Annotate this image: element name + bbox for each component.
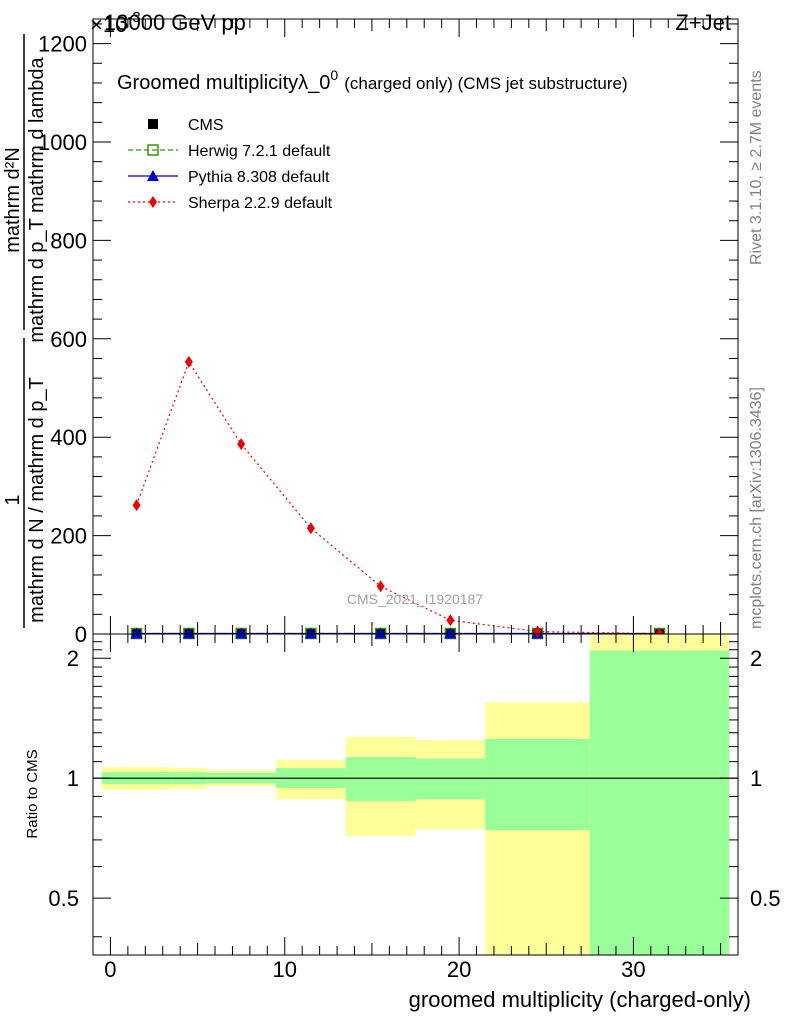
ratio-plot-area: [93, 634, 738, 955]
ylabel-prefix-den: mathrm d N / mathrm d p_T: [26, 377, 48, 623]
pythia-point: [130, 627, 143, 639]
ylabel-denominator: mathrm d p_T mathrm d lambda: [26, 56, 48, 342]
main-y-axis: 0 200 400 600 800 1000 1200: [38, 19, 738, 647]
y-tick-label: 1000: [38, 130, 87, 155]
x-tick-label: 10: [273, 957, 297, 982]
legend-marker-sherpa: [149, 196, 157, 208]
sherpa-point: [446, 614, 455, 627]
ratio-axes: 0.5 0.51 12 20 10 20 30: [48, 634, 781, 982]
stat-uncertainty-band: [485, 738, 590, 831]
pythia-point: [182, 627, 195, 639]
x-tick-label: 0: [104, 957, 116, 982]
y-tick-label: 1200: [38, 32, 87, 57]
stat-uncertainty-band: [345, 757, 416, 802]
legend-label-pythia: Pythia 8.308 default: [188, 169, 330, 186]
stat-uncertainty-band: [415, 758, 486, 800]
main-frame: [92, 18, 739, 635]
ratio-panel: 0.5 0.51 12 20 10 20 30 Ratio to CMS groomed m…: [24, 633, 781, 1012]
sherpa-point: [376, 580, 385, 593]
legend-label-herwig: Herwig 7.2.1 default: [188, 143, 331, 160]
legend: CMS Herwig 7.2.1 default Pythia 8.308 defa…: [128, 117, 333, 212]
ratio-frame: [92, 633, 739, 956]
ylabel-prefix-num: 1: [2, 494, 24, 505]
rivet-label: Rivet 3.1.10, ≥ 2.7M events: [748, 70, 765, 265]
ratio-y-tick-label-right: 2: [750, 646, 762, 671]
energy-label: 13000 GeV pp: [104, 10, 246, 35]
sherpa-point: [306, 522, 315, 535]
y-tick-label: 400: [50, 425, 87, 450]
sherpa-point: [132, 499, 141, 512]
ratio-y-tick-label-right: 1: [750, 766, 762, 791]
ratio-y-tick-label: 0.5: [48, 886, 79, 911]
ratio-y-tick-label: 1: [67, 766, 79, 791]
y-tick-label: 800: [50, 228, 87, 253]
legend-marker-cms: [148, 119, 158, 129]
x-tick-label: 30: [621, 957, 645, 982]
chart-title: Groomed multiplicityλ_00 (charged only) (…: [117, 67, 628, 94]
ylabel-numerator: mathrm d²N: [2, 147, 24, 253]
main-panel: 0 200 400 600 800 1000 1200 Groomed multiplici…: [2, 18, 739, 647]
legend-marker-pythia: [147, 170, 159, 181]
legend-label-sherpa: Sherpa 2.2.9 default: [188, 195, 333, 212]
exponent-label: ×10-3: [90, 9, 141, 37]
x-axis-label: groomed multiplicity (charged-only): [409, 987, 751, 1012]
pythia-point: [374, 627, 387, 639]
mcplots-label: mcplots.cern.ch [arXiv:1306.3436]: [748, 387, 765, 629]
ratio-y-tick-label: 2: [67, 646, 79, 671]
x-tick-label: 20: [447, 957, 471, 982]
sherpa-point: [533, 625, 542, 638]
ratio-y-axis-label: Ratio to CMS: [24, 749, 41, 838]
legend-marker-herwig: [147, 144, 159, 156]
sherpa-point: [184, 355, 193, 368]
y-tick-label: 600: [50, 327, 87, 352]
analysis-watermark: CMS_2021_I1920187: [347, 591, 483, 607]
sherpa-point: [237, 438, 246, 451]
y-tick-label: 200: [50, 524, 87, 549]
pythia-point: [444, 627, 457, 639]
sherpa-line: [136, 360, 660, 635]
legend-label-cms: CMS: [188, 117, 224, 134]
main-y-axis-label: 1 mathrm d N / mathrm d p_T mathrm d²N m…: [2, 34, 48, 628]
stat-uncertainty-band: [589, 650, 730, 955]
pythia-point: [235, 627, 248, 639]
ratio-y-tick-label-right: 0.5: [750, 886, 781, 911]
pythia-point: [304, 627, 317, 639]
y-tick-label: 0: [75, 622, 87, 647]
